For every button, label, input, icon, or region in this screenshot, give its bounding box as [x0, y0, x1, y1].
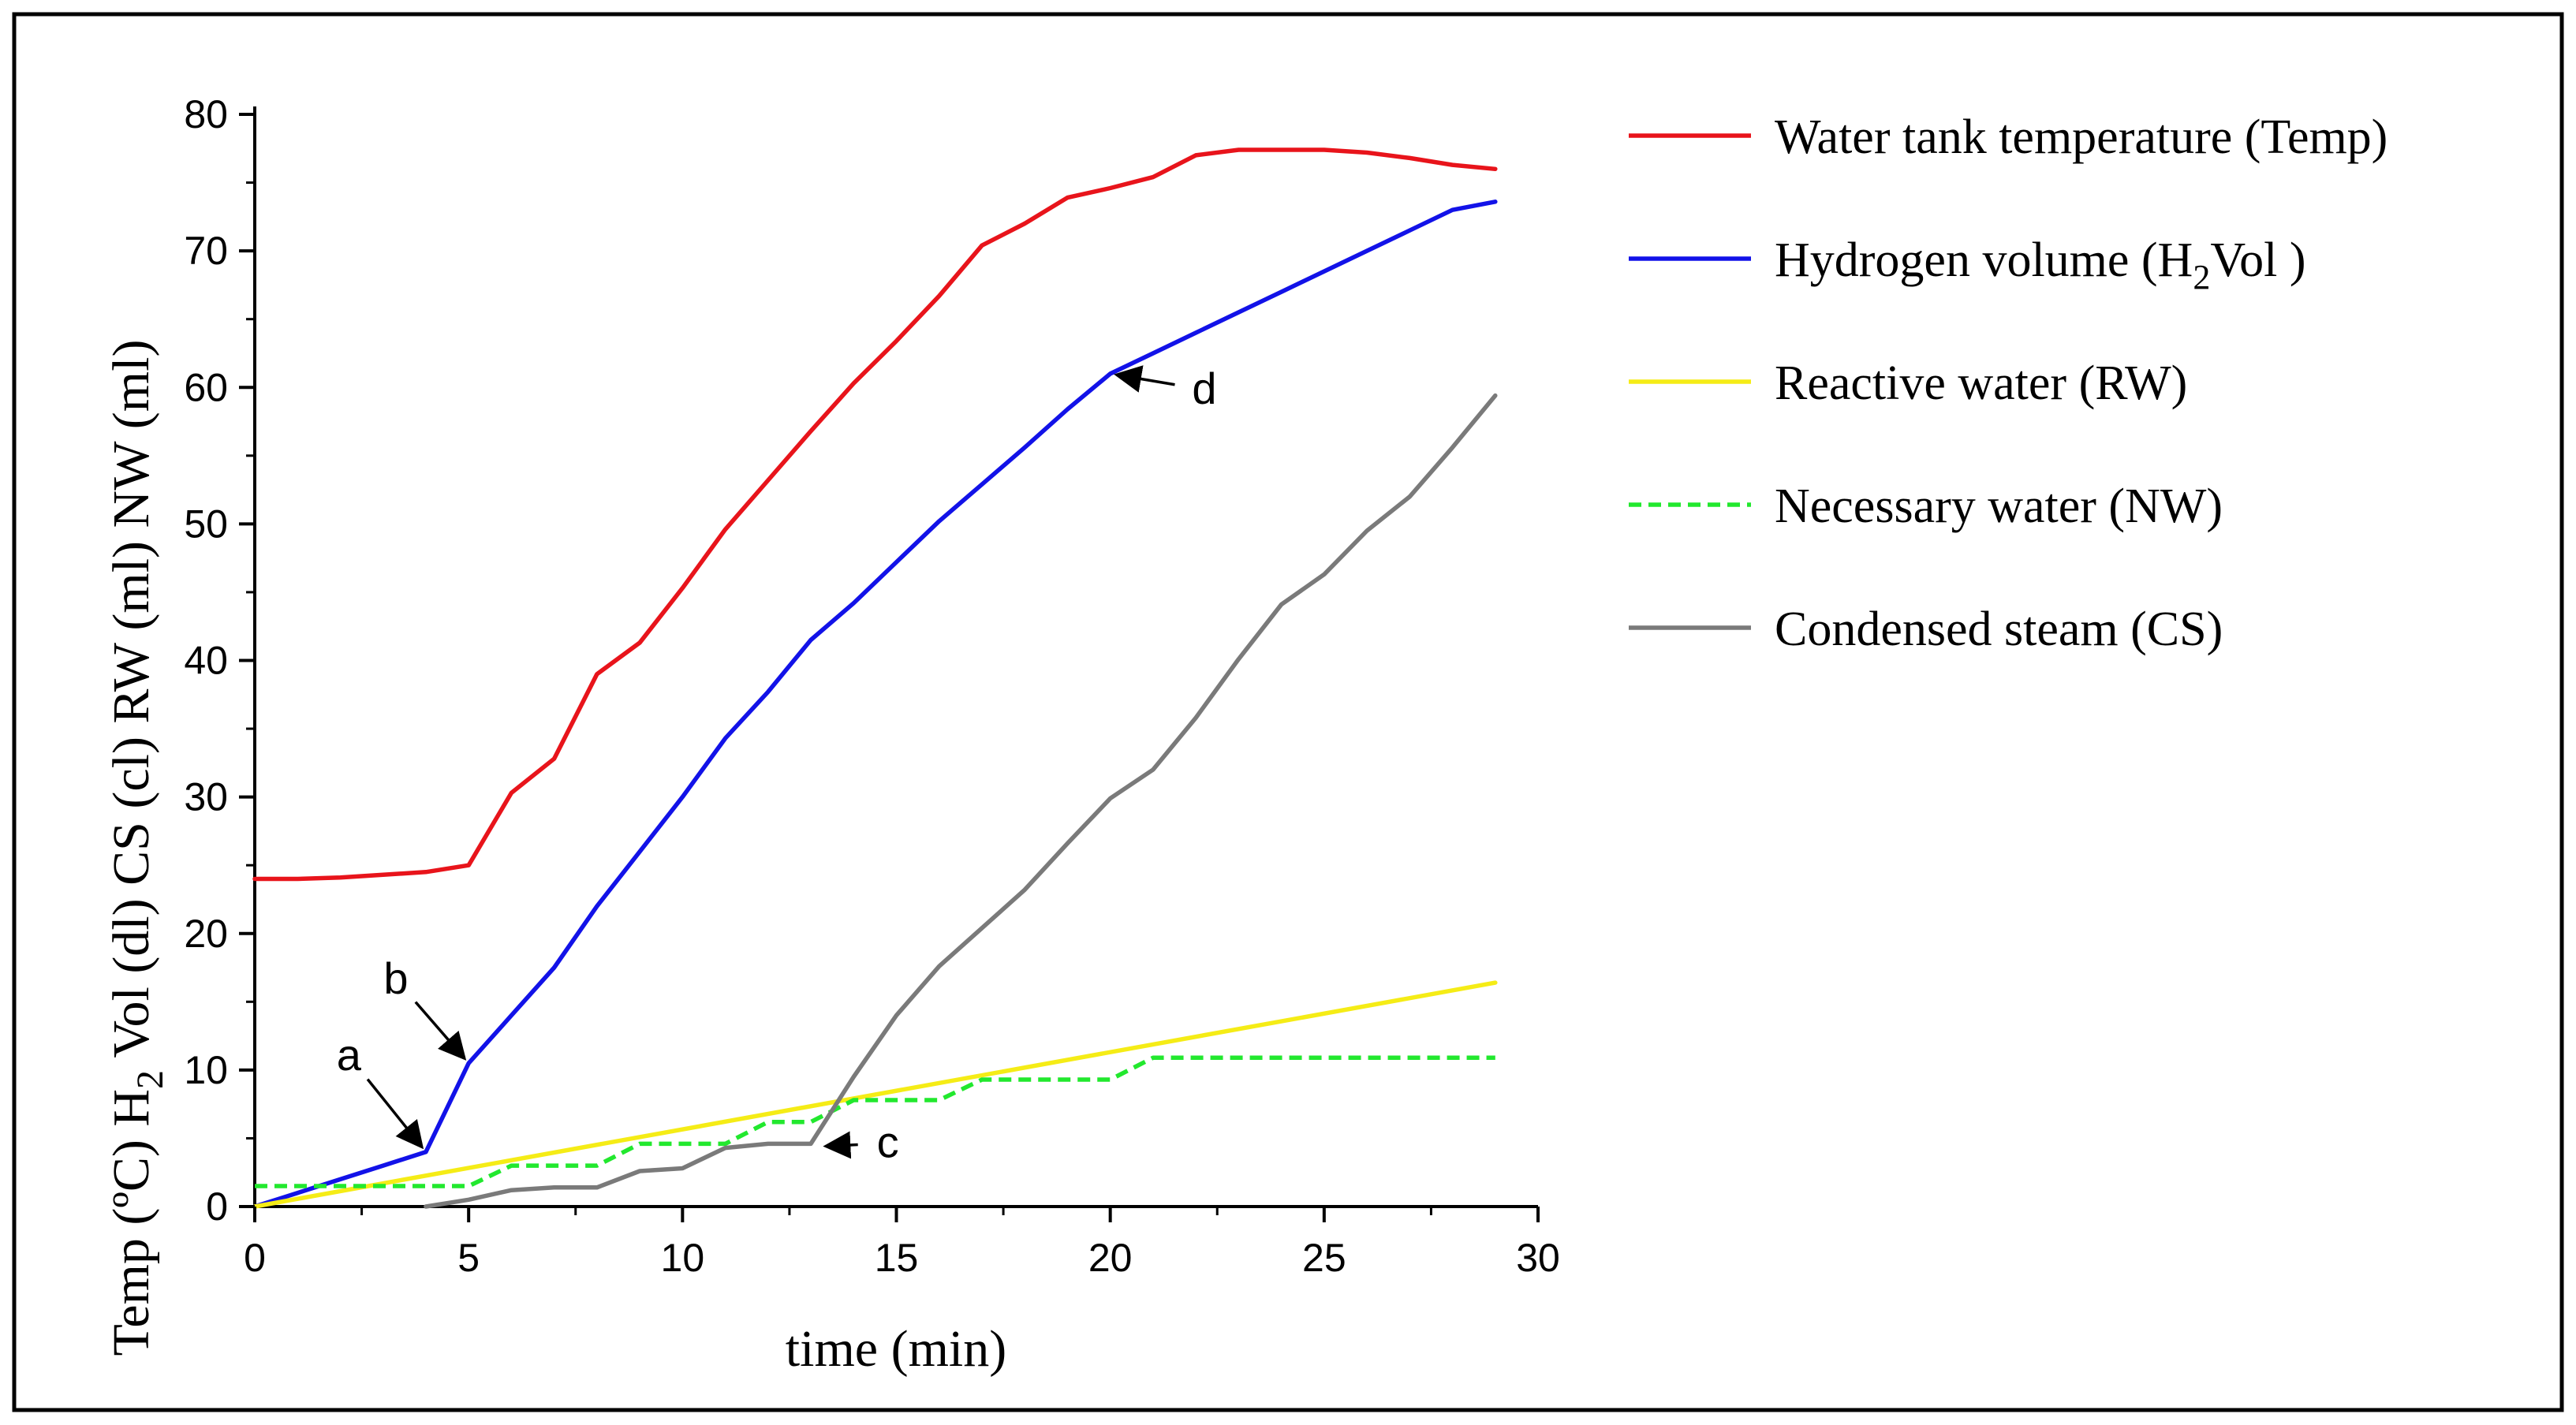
- y-tick-label: 0: [206, 1184, 228, 1229]
- x-tick-label: 30: [1516, 1236, 1560, 1280]
- x-axis: 0 5 10 15 20 25 30: [244, 1207, 1560, 1280]
- series-line-3: [255, 1055, 1495, 1188]
- x-tick-label: 5: [457, 1236, 480, 1280]
- legend-label-part: Vol ): [2210, 233, 2305, 287]
- x-axis-label: time (min): [786, 1320, 1006, 1378]
- legend: Water tank temperature (Temp) Hydrogen vo…: [1629, 110, 2387, 656]
- y-tick-label: 10: [184, 1048, 228, 1092]
- y-axis-label-subscript: 2: [129, 1070, 171, 1089]
- legend-label-3: Necessary water (NW): [1775, 479, 2223, 533]
- annotation-label-d: d: [1192, 364, 1216, 413]
- y-axis-label: Temp (ºC) H2 Vol (dl) CS (cl) RW (ml) NW…: [103, 340, 171, 1356]
- x-tick-label: 0: [244, 1236, 266, 1280]
- legend-label-0: Water tank temperature (Temp): [1775, 110, 2387, 164]
- y-tick-label: 70: [184, 229, 228, 273]
- x-tick-label: 15: [875, 1236, 919, 1280]
- annotations: ab c d: [337, 364, 1217, 1167]
- annotation-arrow-a: [366, 1078, 424, 1150]
- series-line-4: [424, 393, 1498, 1209]
- y-tick-label: 40: [184, 639, 228, 683]
- legend-label-subscript: 2: [2193, 258, 2210, 297]
- y-axis-label-part1: Temp (ºC) H: [103, 1089, 160, 1356]
- series-line-1: [252, 200, 1498, 1209]
- x-tick-label: 25: [1302, 1236, 1346, 1280]
- x-tick-label: 10: [661, 1236, 705, 1280]
- annotation-arrow-c: [823, 1131, 858, 1159]
- annotation-arrow-b: [414, 1001, 467, 1061]
- series-line-2: [252, 980, 1498, 1209]
- annotation-label-a: a: [337, 1030, 362, 1080]
- y-tick-label: 30: [184, 775, 228, 819]
- x-tick-label: 20: [1088, 1236, 1133, 1280]
- annotation-label-c: c: [877, 1117, 899, 1167]
- annotation-label-b: b: [383, 953, 408, 1003]
- y-tick-label: 60: [184, 365, 228, 409]
- y-axis-label-part2: Vol (dl) CS (cl) RW (ml) NW (ml): [103, 340, 160, 1070]
- y-tick-label: 20: [184, 912, 228, 956]
- y-tick-label: 50: [184, 502, 228, 546]
- legend-label-4: Condensed steam (CS): [1775, 602, 2223, 656]
- legend-label-1: Hydrogen volume (H2Vol ): [1775, 233, 2306, 297]
- legend-label-2: Reactive water (RW): [1775, 356, 2187, 410]
- annotation-arrow-d: [1114, 365, 1175, 393]
- y-axis: 0 10 20 30 40 50 60 70 80: [184, 92, 255, 1229]
- y-tick-label: 80: [184, 92, 228, 136]
- chart-frame: [12, 12, 2564, 1412]
- series-layer: [252, 147, 1498, 1209]
- series-line-0: [252, 147, 1498, 882]
- legend-label-part: Hydrogen volume (H: [1775, 233, 2193, 287]
